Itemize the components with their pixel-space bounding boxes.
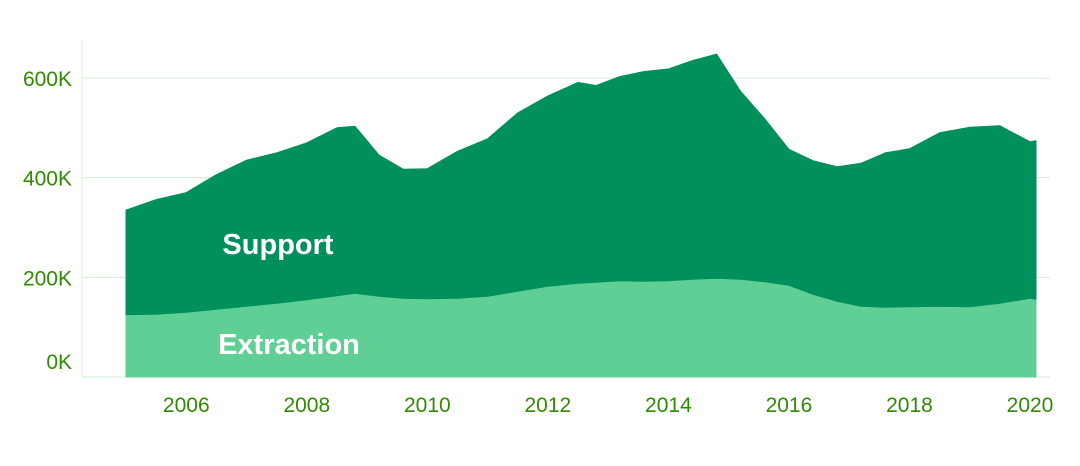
y-tick-label: 0K bbox=[46, 351, 72, 374]
x-tick-label: 2016 bbox=[766, 394, 813, 417]
x-tick-label: 2010 bbox=[404, 394, 451, 417]
y-tick-label: 200K bbox=[23, 267, 72, 290]
area-support bbox=[125, 53, 1037, 316]
y-tick-label: 400K bbox=[23, 168, 72, 191]
x-tick-label: 2006 bbox=[163, 394, 210, 417]
x-tick-label: 2008 bbox=[283, 394, 330, 417]
y-axis-ticks: 0K 200K 400K 600K bbox=[23, 68, 72, 374]
area-label-extraction: Extraction bbox=[218, 329, 360, 361]
x-tick-label: 2012 bbox=[525, 394, 572, 417]
x-axis-ticks: 2006 2008 2010 2012 2014 2016 2018 2020 bbox=[163, 394, 1053, 417]
x-tick-label: 2018 bbox=[886, 394, 933, 417]
x-tick-label: 2020 bbox=[1007, 394, 1054, 417]
area-label-support: Support bbox=[222, 229, 333, 261]
x-tick-label: 2014 bbox=[645, 394, 692, 417]
y-tick-label: 600K bbox=[23, 68, 72, 91]
areas bbox=[125, 53, 1037, 378]
